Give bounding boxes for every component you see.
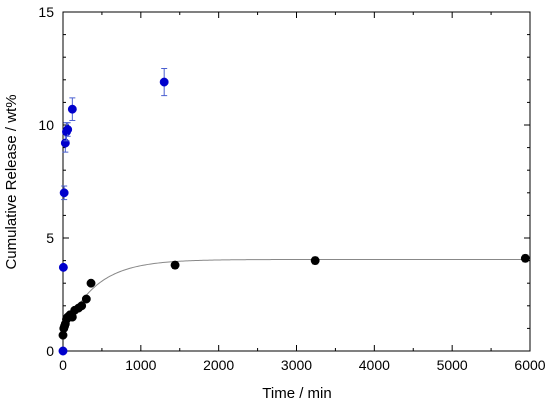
y-axis-title: Cumulative Release / wt% [3,94,20,269]
black-data-point [170,260,180,270]
blue-data-point [159,77,169,87]
y-tick-label: 10 [38,117,54,133]
black-data-point [520,253,530,263]
blue-data-point [60,138,70,148]
black-data-point [77,301,87,311]
axes: 0 1000 2000 3000 4000 5000 6000 0 5 10 15 [38,4,545,373]
y-tick-label: 0 [46,343,54,359]
blue-data-point [59,188,69,198]
x-axis-title: Time / min [262,385,331,402]
x-tick-label: 2000 [203,357,234,373]
fit-curve-layer [62,258,530,336]
blue-data-point [67,104,77,114]
x-tick-label: 5000 [437,357,468,373]
black-data-point [81,294,91,304]
blue-data-point [58,262,68,272]
plot-frame [62,11,531,352]
y-tick-label: 5 [46,230,54,246]
data-points-layer [58,68,530,356]
x-tick-label: 0 [59,357,67,373]
black-data-point [310,256,320,266]
x-tick-label: 1000 [125,357,156,373]
fit-curve [62,258,530,336]
x-tick-label: 6000 [514,357,545,373]
x-tick-label: 4000 [359,357,390,373]
x-tick-label: 3000 [281,357,312,373]
y-tick-label: 15 [38,4,54,20]
black-data-point [86,278,96,288]
blue-data-point [58,346,68,356]
blue-data-point [63,125,73,134]
